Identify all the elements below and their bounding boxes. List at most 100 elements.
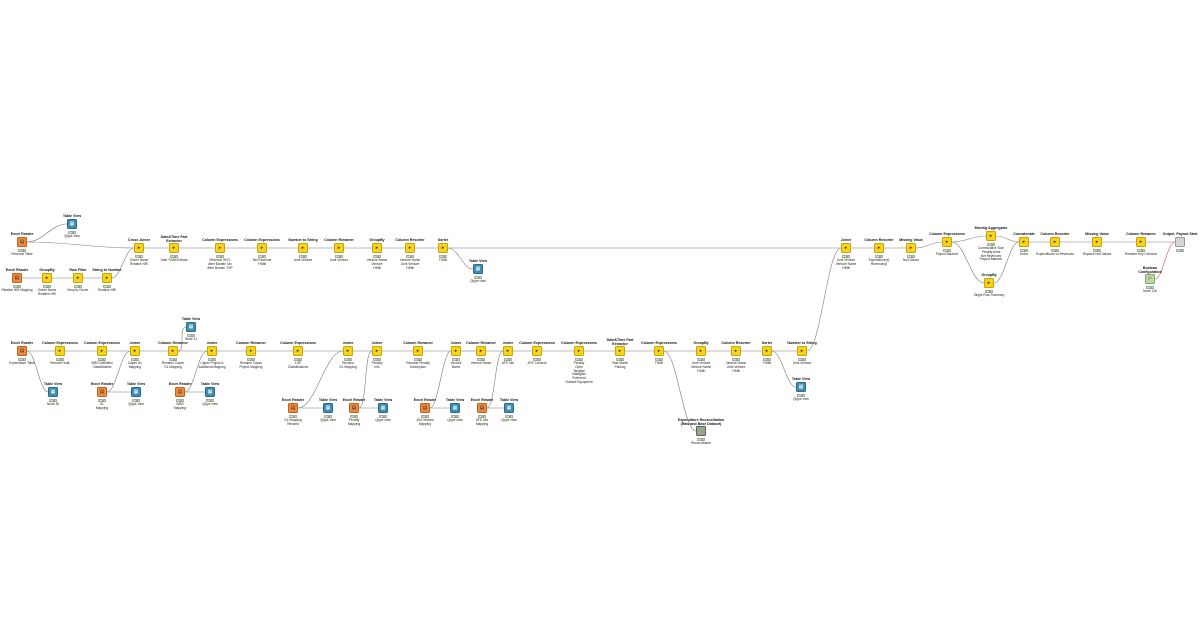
- meta-node-icon[interactable]: [696, 426, 706, 436]
- manip-node-icon[interactable]: ▸: [762, 346, 772, 356]
- manip-node-icon[interactable]: ▸: [476, 346, 486, 356]
- manip-node-icon[interactable]: ▸: [257, 243, 267, 253]
- reader-node-icon[interactable]: ▤: [97, 387, 107, 397]
- node-string-to-number[interactable]: String to Number ▸ Relative NRI: [77, 267, 137, 327]
- manip-node-icon[interactable]: ▸: [906, 243, 916, 253]
- manip-node-icon[interactable]: ▸: [334, 243, 344, 253]
- manip-node-icon[interactable]: ▸: [984, 278, 994, 288]
- node-table-view[interactable]: Table View ▦ Qlype view: [448, 258, 508, 318]
- node-column-renamer[interactable]: Column Renamer ▸ Joint Venture: [309, 237, 369, 297]
- manip-node-icon[interactable]: ▸: [841, 243, 851, 253]
- node-column-expressions[interactable]: Column Expressions ▸ Revenue WYC After Bur…: [190, 237, 250, 297]
- output-node-icon[interactable]: [1175, 237, 1185, 247]
- node-joiner[interactable]: Joiner ▸ Penalty Info: [347, 340, 407, 400]
- reader-node-icon[interactable]: ▤: [349, 403, 359, 413]
- node-joiner[interactable]: Joiner ▸ Revised GL Mapping: [318, 340, 378, 400]
- view-node-icon[interactable]: ▦: [67, 219, 77, 229]
- node-joiner[interactable]: Joiner ▸ Joint Venture Venture Name YrMth: [816, 237, 876, 297]
- manip-node-icon[interactable]: ▸: [696, 346, 706, 356]
- manip-node-icon[interactable]: ▸: [986, 231, 996, 241]
- node-column-expressions[interactable]: Column Expressions ▸ AFE Consent: [507, 340, 567, 400]
- node-table-view[interactable]: Table View ▦ Qlype view: [180, 381, 240, 441]
- connection-n21-n23[interactable]: [995, 235, 1020, 243]
- connection-m18-m20[interactable]: [358, 350, 373, 409]
- manip-node-icon[interactable]: ▸: [574, 346, 584, 356]
- manip-node-icon[interactable]: ▸: [73, 273, 83, 283]
- node-excel-reader[interactable]: Excel Reader ▤ Expenditure Table: [0, 340, 52, 400]
- node-table-view[interactable]: Table View ▦ Qlype view: [298, 397, 358, 457]
- node-column-resorter[interactable]: Column Resorter ▸ Venture Name Joint Ventu…: [706, 340, 766, 400]
- connection-m1-m3[interactable]: [26, 350, 49, 393]
- manip-node-icon[interactable]: ▸: [130, 346, 140, 356]
- connection-m37-n17[interactable]: [806, 247, 842, 352]
- manip-node-icon[interactable]: ▸: [55, 346, 65, 356]
- manip-node-icon[interactable]: ▸: [169, 243, 179, 253]
- view-node-icon[interactable]: ▦: [796, 382, 806, 392]
- reader-node-icon[interactable]: ▤: [17, 346, 27, 356]
- manip-node-icon[interactable]: ▸: [874, 243, 884, 253]
- view-node-icon[interactable]: ▦: [504, 403, 514, 413]
- node-column-renamer[interactable]: Column Renamer ▸ Rename Capex GL Mapping: [143, 340, 203, 400]
- manip-node-icon[interactable]: ▸: [405, 243, 415, 253]
- connection-m5-m6[interactable]: [106, 350, 131, 393]
- manip-node-icon[interactable]: ▸: [42, 273, 52, 283]
- manip-node-icon[interactable]: ▸: [246, 346, 256, 356]
- node-column-renamer[interactable]: Column Renamer ▸ Rename Penalty Descriptio…: [388, 340, 448, 400]
- manip-node-icon[interactable]: ▸: [503, 346, 513, 356]
- manip-node-icon[interactable]: ▸: [1019, 237, 1029, 247]
- node-excel-reader[interactable]: Excel Reader ▤ GL Mapping: [72, 381, 132, 441]
- manip-node-icon[interactable]: ▸: [731, 346, 741, 356]
- node-column-expressions[interactable]: Column Expressions ▸ Net Revenue YrMth: [232, 237, 292, 297]
- manip-node-icon[interactable]: ▸: [97, 346, 107, 356]
- node-groupby[interactable]: GroupBy ▸ Joint Venture Venture Name YrMth: [671, 340, 731, 400]
- manip-node-icon[interactable]: ▸: [168, 346, 178, 356]
- view-node-icon[interactable]: ▦: [205, 387, 215, 397]
- node-column-renamer[interactable]: Column Renamer ▸ Venture Name: [451, 340, 511, 400]
- node-sorter[interactable]: Sorter ▸ YrMth: [737, 340, 797, 400]
- node-groupby[interactable]: GroupBy ▸ Single Row Summary: [959, 272, 1019, 332]
- node-missing-value[interactable]: Missing Value ▸ Replace Null Values: [1067, 231, 1127, 291]
- connection-m15-m17[interactable]: [297, 350, 344, 409]
- manip-node-icon[interactable]: ▸: [942, 237, 952, 247]
- node-joiner[interactable]: Joiner ▸ AFE Info: [478, 340, 538, 400]
- connection-m32-m33[interactable]: [663, 350, 697, 432]
- config-node-icon[interactable]: ⚐: [1145, 274, 1155, 284]
- node-sorter[interactable]: Sorter ▸ YrMth: [413, 237, 473, 297]
- reader-node-icon[interactable]: ▤: [17, 237, 27, 247]
- connection-n15-n16[interactable]: [447, 247, 474, 270]
- node-table-view[interactable]: Table View ▦ Node 36: [23, 381, 83, 441]
- manip-node-icon[interactable]: ▸: [298, 243, 308, 253]
- node-number-to-string[interactable]: Number to String ▸ Joint Venture: [772, 340, 832, 400]
- manip-node-icon[interactable]: ▸: [1136, 237, 1146, 247]
- node-column-renamer[interactable]: Column Renamer ▸ Rename Key Columns: [1111, 231, 1171, 291]
- reader-node-icon[interactable]: ▤: [420, 403, 430, 413]
- reader-node-icon[interactable]: ▤: [175, 387, 185, 397]
- connection-n1-n2[interactable]: [26, 223, 68, 243]
- node-table-view[interactable]: Table View ▦ Qlype view: [771, 376, 831, 436]
- node-table-view[interactable]: Table View ▦ Qlype view: [42, 213, 102, 273]
- node-table-view[interactable]: Table View ▦ Node 41: [161, 316, 221, 376]
- connection-m8-m9[interactable]: [177, 326, 187, 352]
- node-table-view[interactable]: Table View ▦ Qlype view: [353, 397, 413, 457]
- manip-node-icon[interactable]: ▸: [615, 346, 625, 356]
- manip-node-icon[interactable]: ▸: [372, 346, 382, 356]
- manip-node-icon[interactable]: ▸: [451, 346, 461, 356]
- view-node-icon[interactable]: ▦: [378, 403, 388, 413]
- node-table-view[interactable]: Table View ▦ Qlype view: [425, 397, 485, 457]
- reader-node-icon[interactable]: ▤: [477, 403, 487, 413]
- node-excel-reader[interactable]: Excel Reader ▤ WBS Mapping: [150, 381, 210, 441]
- node-column-renamer[interactable]: Column Renamer ▸ Rename Capex Project Mapp…: [221, 340, 281, 400]
- node-excel-reader[interactable]: Excel Reader ▤ Relative NRI Mapping: [0, 267, 47, 327]
- node-column-expressions[interactable]: Column Expressions ▸ YrMth: [629, 340, 689, 400]
- connection-m22-m24[interactable]: [429, 350, 452, 409]
- node-column-expressions[interactable]: Column Expressions ▸ Penalty Opex Tangible…: [549, 340, 609, 400]
- manip-node-icon[interactable]: ▸: [413, 346, 423, 356]
- view-node-icon[interactable]: ▦: [450, 403, 460, 413]
- reader-node-icon[interactable]: ▤: [288, 403, 298, 413]
- connection-n6-n7[interactable]: [111, 247, 135, 279]
- node-column-expressions[interactable]: Column Expressions ▸ LOE Classifications: [268, 340, 328, 400]
- node-concatenate[interactable]: Concatenate ▸ Union: [994, 231, 1054, 291]
- node-joiner[interactable]: Joiner ▸ Venture Name: [426, 340, 486, 400]
- node-date-time-part-extractor[interactable]: Date&Time Part Extractor ▸ Date YrMth Extr…: [144, 235, 204, 297]
- node-excel-reader[interactable]: Excel Reader ▤ JOA Venture Mapping: [395, 397, 455, 457]
